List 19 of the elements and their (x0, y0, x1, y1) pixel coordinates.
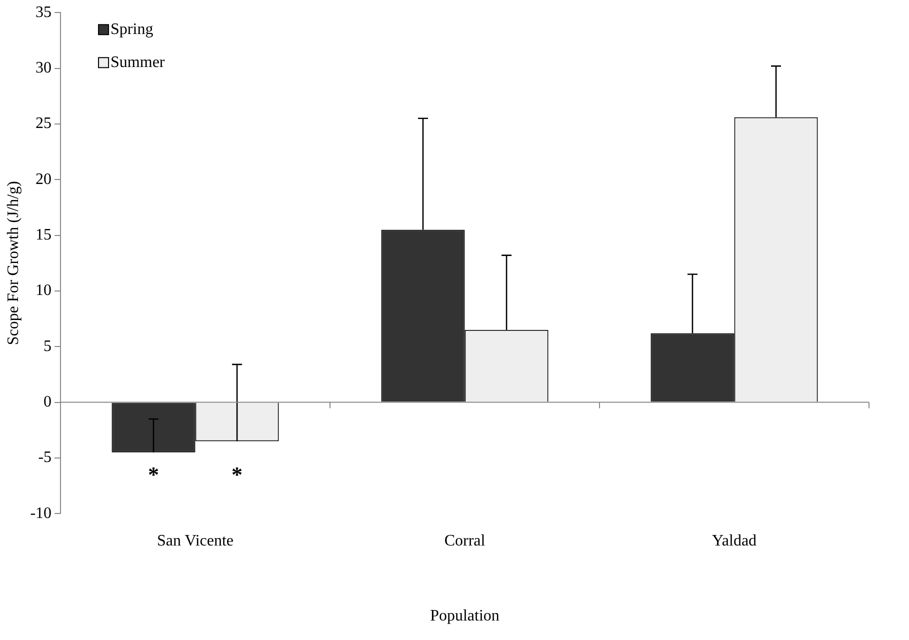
x-tick-label: Corral (444, 532, 486, 550)
y-tick-label: -10 (30, 504, 52, 522)
y-axis-title: Scope For Growth (J/h/g) (4, 181, 22, 346)
legend-label: Spring (110, 20, 154, 38)
legend-label: Summer (110, 54, 166, 71)
y-tick-label: 30 (36, 59, 52, 76)
y-tick-label: 35 (36, 4, 52, 21)
y-tick-label: 5 (44, 338, 52, 355)
y-tick-label: 25 (36, 115, 52, 132)
x-axis-title: Population (430, 608, 500, 625)
y-tick-label: -5 (38, 449, 52, 466)
y-tick-label: 20 (36, 170, 52, 188)
x-tick-label: San Vicente (157, 532, 234, 550)
x-tick-label: Yaldad (712, 532, 757, 550)
y-tick-label: 10 (36, 282, 52, 300)
y-tick-label: 15 (36, 226, 52, 244)
annotation: * (148, 462, 159, 488)
annotation: * (232, 462, 243, 488)
y-tick-label: 0 (44, 393, 52, 410)
